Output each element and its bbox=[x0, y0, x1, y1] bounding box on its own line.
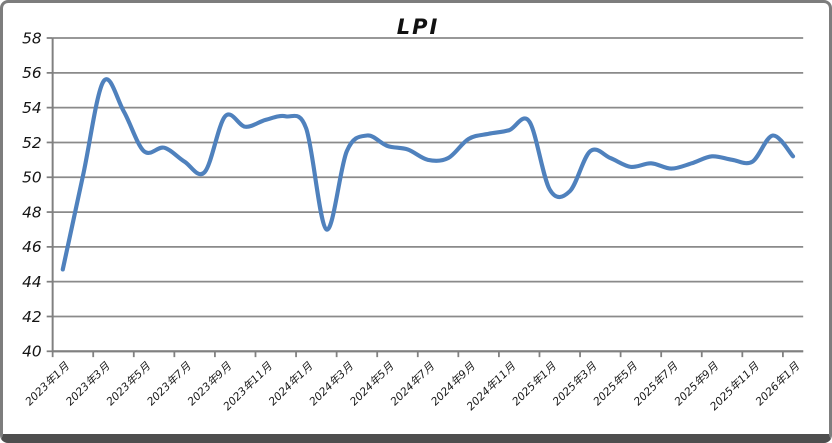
y-axis-label: 46 bbox=[22, 238, 42, 256]
y-axis-label: 54 bbox=[22, 99, 42, 117]
lpi-line-chart: 585654525048464442402023年1月2023年3月2023年5… bbox=[22, 30, 804, 413]
y-axis-label: 50 bbox=[22, 169, 42, 187]
lpi-series-line bbox=[60, 77, 796, 272]
y-axis-label: 40 bbox=[22, 343, 42, 361]
x-axis-label: 2026年1月 bbox=[753, 360, 802, 408]
y-axis-label: 44 bbox=[22, 273, 42, 291]
y-axis-label: 58 bbox=[22, 30, 42, 48]
y-axis-label: 52 bbox=[22, 134, 42, 152]
y-axis-label: 56 bbox=[22, 64, 42, 82]
y-axis-label: 42 bbox=[22, 308, 42, 326]
y-axis-label: 48 bbox=[22, 204, 42, 222]
